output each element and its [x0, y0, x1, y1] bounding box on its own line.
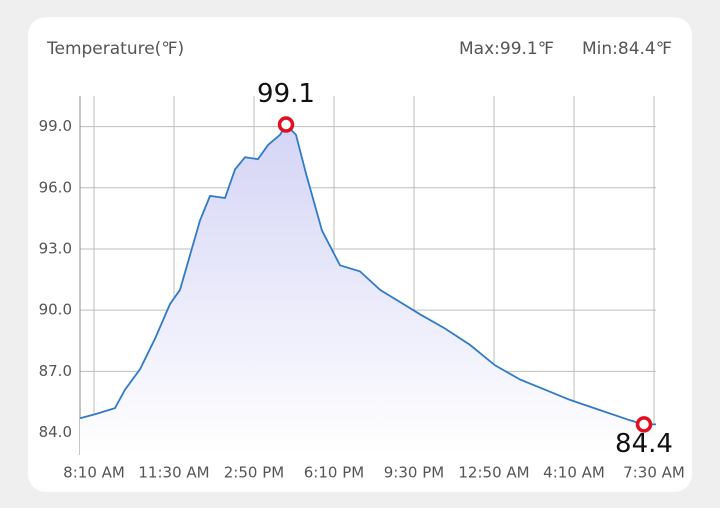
min-label: Min:84.4℉ [582, 39, 672, 59]
x-tick-label: 8:10 AM [63, 464, 125, 482]
extreme-label: 84.4 [615, 429, 673, 459]
y-tick-label: 99.0 [39, 117, 72, 135]
y-tick-label: 90.0 [39, 301, 72, 319]
extreme-marker [277, 116, 295, 133]
y-tick-label: 96.0 [39, 178, 72, 196]
area [80, 124, 656, 455]
y-tick-label: 93.0 [39, 239, 72, 257]
y-tick-label: 87.0 [39, 362, 72, 380]
extreme-label: 99.1 [257, 79, 315, 109]
y-tick-label: 84.0 [39, 423, 72, 441]
max-label: Max:99.1℉ [459, 39, 554, 59]
chart-title: Temperature(℉) [46, 39, 184, 59]
x-tick-label: 9:30 PM [384, 464, 444, 482]
extreme-marker [635, 416, 653, 433]
x-tick-label: 6:10 PM [304, 464, 364, 482]
x-tick-label: 2:50 PM [224, 464, 284, 482]
x-tick-label: 11:30 AM [138, 464, 209, 482]
x-tick-label: 4:10 AM [543, 464, 605, 482]
x-tick-label: 12:50 AM [458, 464, 529, 482]
x-tick-label: 7:30 AM [623, 464, 685, 482]
